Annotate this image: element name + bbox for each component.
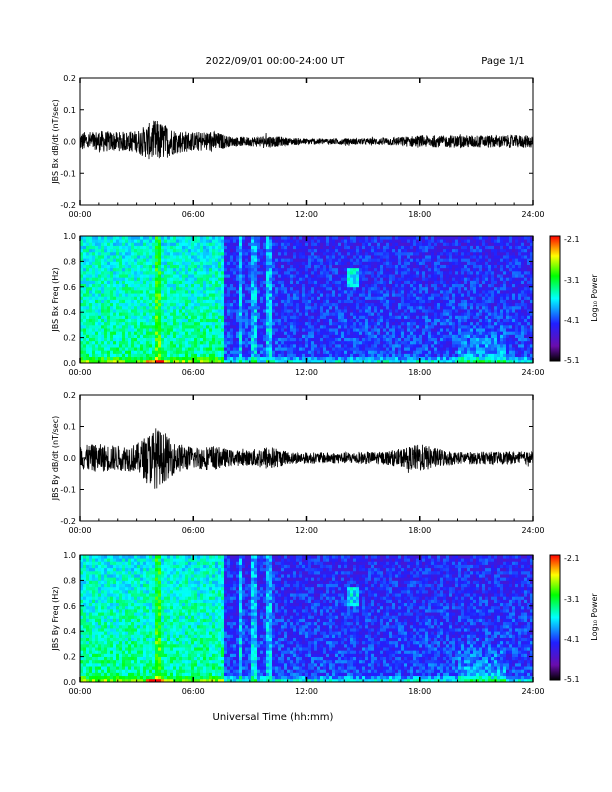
timeseries-line (79, 120, 534, 160)
y-tick-label: 0.6 (63, 283, 76, 292)
x-tick-label: 12:00 (295, 210, 318, 219)
x-tick-label: 18:00 (408, 687, 431, 696)
timeseries-panel: 0.2 0.1 0.0 -0.1 -0.200:00 06:00 12:00 18:00 24:… (51, 391, 545, 535)
x-tick-label: 06:00 (182, 368, 205, 377)
x-tick-label: 18:00 (408, 368, 431, 377)
y-axis-label: JBS Bx dB/dt (nT/sec) (51, 99, 60, 185)
y-tick-label: 0.1 (63, 106, 76, 115)
y-axis-label: JBS Bx Freq (Hz) (51, 267, 60, 332)
y-tick-label: 0.1 (63, 423, 76, 432)
x-tick-label: 00:00 (68, 687, 91, 696)
colorbar-label: Log₁₀ Power (590, 274, 599, 322)
y-tick-label: -0.2 (60, 201, 76, 210)
y-tick-label: 0.2 (63, 653, 76, 662)
y-tick-label: 0.8 (63, 257, 76, 266)
x-tick-label: 18:00 (408, 526, 431, 535)
x-tick-label: 12:00 (295, 526, 318, 535)
x-tick-label: 00:00 (68, 368, 91, 377)
colorbar-tick: -4.1 (564, 316, 580, 325)
y-tick-label: 0.0 (63, 359, 76, 368)
colorbar-tick: -4.1 (564, 635, 580, 644)
colorbar-tick: -3.1 (564, 276, 580, 285)
colorbar-top: -2.1 -3.1 -4.1 -5.1 Log₁₀ Power (549, 235, 599, 365)
x-tick-label: 24:00 (521, 368, 544, 377)
spectrogram-cells (80, 236, 534, 364)
colorbar-tick: -5.1 (564, 675, 580, 684)
y-axis-label: JBS By Freq (Hz) (51, 586, 60, 651)
x-tick-label: 24:00 (521, 526, 544, 535)
x-tick-label: 24:00 (521, 687, 544, 696)
x-tick-label: 24:00 (521, 210, 544, 219)
colorbar-tick: -3.1 (564, 595, 580, 604)
colorbar-bottom: -2.1 -3.1 -4.1 -5.1 Log₁₀ Power (549, 554, 599, 684)
spectrogram-cells (80, 555, 534, 683)
x-tick-label: 00:00 (68, 526, 91, 535)
colorbar-tick: -2.1 (564, 235, 580, 244)
y-tick-label: 0.0 (63, 138, 76, 147)
y-tick-label: 0.2 (63, 74, 76, 83)
spectrogram-panel: 1.0 0.8 0.6 0.4 0.2 0.000:00 06:00 12:00 18:00 24… (51, 232, 545, 377)
x-tick-label: 06:00 (182, 210, 205, 219)
y-tick-label: 1.0 (63, 232, 76, 241)
x-tick-label: 12:00 (295, 687, 318, 696)
y-tick-label: 0.6 (63, 602, 76, 611)
y-tick-label: 0.0 (63, 454, 76, 463)
x-tick-label: 06:00 (182, 526, 205, 535)
y-tick-label: 0.4 (63, 627, 76, 636)
x-tick-label: 00:00 (68, 210, 91, 219)
x-tick-label: 06:00 (182, 687, 205, 696)
y-tick-label: 0.2 (63, 334, 76, 343)
y-tick-label: -0.1 (60, 486, 76, 495)
y-axis-label: JBS By dB/dt (nT/sec) (51, 416, 60, 502)
x-axis-label: Universal Time (hh:mm) (213, 712, 334, 723)
x-tick-label: 18:00 (408, 210, 431, 219)
y-tick-label: 0.0 (63, 678, 76, 687)
y-tick-label: -0.1 (60, 169, 76, 178)
y-tick-label: 0.2 (63, 391, 76, 400)
timeseries-line (79, 428, 534, 489)
y-tick-label: -0.2 (60, 517, 76, 526)
colorbar-tick: -2.1 (564, 554, 580, 563)
timeseries-panel: 0.2 0.1 0.0 -0.1 -0.200:00 06:00 12:00 18:00 24:… (51, 74, 545, 219)
colorbar-tick: -5.1 (564, 356, 580, 365)
y-tick-label: 1.0 (63, 551, 76, 560)
page-indicator: Page 1/1 (481, 56, 524, 67)
y-tick-label: 0.4 (63, 308, 76, 317)
x-tick-label: 12:00 (295, 368, 318, 377)
date-range-title: 2022/09/01 00:00-24:00 UT (206, 56, 346, 67)
colorbar-label: Log₁₀ Power (590, 593, 599, 641)
spectrogram-panel: 1.0 0.8 0.6 0.4 0.2 0.000:00 06:00 12:00 18:00 24… (51, 551, 545, 696)
y-tick-label: 0.8 (63, 576, 76, 585)
